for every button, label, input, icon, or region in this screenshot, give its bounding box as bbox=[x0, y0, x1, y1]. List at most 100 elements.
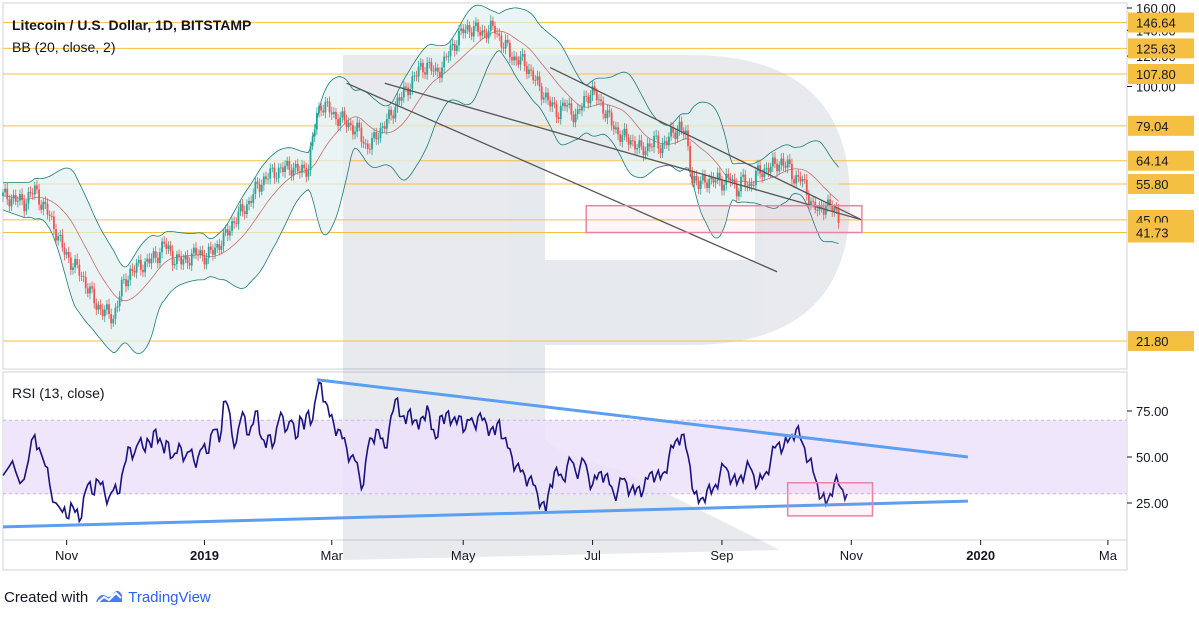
candle-body bbox=[220, 245, 223, 250]
candle-body bbox=[432, 70, 435, 72]
candle-body bbox=[383, 126, 386, 129]
bb-lower-line bbox=[2, 50, 839, 355]
candle-body bbox=[438, 71, 441, 78]
price-target-box bbox=[585, 204, 863, 234]
created-with-text: Created with bbox=[4, 588, 89, 606]
candle-body bbox=[377, 138, 380, 140]
candle-body bbox=[154, 251, 157, 258]
candle-body bbox=[146, 258, 149, 262]
candle-body bbox=[502, 47, 505, 49]
candle-body bbox=[218, 244, 221, 250]
candle-body bbox=[670, 127, 672, 137]
bb-upper-line bbox=[2, 4, 839, 268]
candle-body bbox=[69, 257, 72, 270]
candle-body bbox=[27, 191, 30, 204]
candle-body bbox=[684, 130, 687, 135]
candle-body bbox=[205, 258, 208, 265]
candle-body bbox=[619, 134, 622, 142]
candle-body bbox=[765, 167, 768, 169]
candle-body bbox=[97, 304, 100, 310]
candle-body bbox=[315, 113, 318, 130]
candle-body bbox=[648, 143, 651, 147]
chart-canvas[interactable]: 160.00140.00120.00100.00146.64125.63107.… bbox=[0, 0, 1199, 580]
candle-body bbox=[551, 102, 554, 107]
candle-body bbox=[322, 110, 325, 113]
candle-body bbox=[21, 194, 23, 201]
candle-body bbox=[447, 56, 450, 58]
candle-body bbox=[665, 141, 668, 146]
candle-body bbox=[14, 195, 17, 202]
footer: Created with TradingView bbox=[4, 586, 211, 608]
candle-body bbox=[570, 103, 573, 115]
candle-body bbox=[258, 183, 261, 192]
candle-body bbox=[38, 189, 40, 205]
candle-body bbox=[795, 175, 798, 184]
candle-body bbox=[500, 35, 503, 48]
candle-body bbox=[419, 62, 422, 67]
candle-body bbox=[581, 107, 583, 111]
candle-body bbox=[674, 132, 677, 140]
candle-body bbox=[517, 60, 520, 65]
candle-body bbox=[542, 97, 545, 100]
candle-body bbox=[748, 183, 751, 187]
candle-body bbox=[303, 164, 306, 169]
candle-body bbox=[738, 191, 740, 197]
candle-body bbox=[394, 106, 397, 119]
candle-body bbox=[646, 143, 649, 152]
candle-body bbox=[822, 207, 825, 215]
candle-body bbox=[589, 95, 592, 104]
candle-body bbox=[661, 143, 664, 154]
candle-body bbox=[617, 127, 619, 135]
rsi-tick-75.00: 75.00 bbox=[1136, 404, 1169, 419]
candle-body bbox=[672, 127, 675, 133]
candle-body bbox=[245, 204, 248, 214]
candle-body bbox=[481, 30, 484, 36]
candle-body bbox=[125, 279, 127, 287]
candle-body bbox=[120, 279, 123, 297]
time-axis bbox=[2, 539, 1128, 571]
axes: 160.00140.00120.00100.00146.64125.63107.… bbox=[55, 1, 1194, 563]
candle-body bbox=[282, 167, 284, 173]
level-label-64.14: 64.14 bbox=[1136, 154, 1169, 169]
candle-body bbox=[313, 129, 316, 137]
candle-body bbox=[72, 267, 74, 270]
candle-body bbox=[292, 167, 295, 176]
candle-body bbox=[137, 259, 140, 264]
candle-body bbox=[519, 56, 522, 65]
candle-body bbox=[718, 172, 721, 181]
rsi-indicator-label: RSI (13, close) bbox=[12, 385, 105, 401]
candle-body bbox=[610, 112, 613, 126]
candle-body bbox=[511, 57, 513, 61]
candle-body bbox=[460, 28, 462, 31]
candle-body bbox=[265, 176, 267, 180]
candle-body bbox=[812, 201, 815, 203]
candle-body bbox=[337, 119, 339, 126]
candle-body bbox=[472, 26, 475, 37]
time-tick-Jul: Jul bbox=[584, 548, 601, 563]
tradingview-brand-link[interactable]: TradingView bbox=[128, 588, 211, 606]
candle-body bbox=[12, 195, 15, 199]
candle-body bbox=[222, 232, 225, 246]
candle-body bbox=[161, 241, 163, 253]
level-label-box bbox=[1128, 12, 1194, 33]
candle-body bbox=[413, 75, 416, 77]
candle-body bbox=[453, 43, 456, 51]
candle-body bbox=[731, 179, 734, 181]
candle-body bbox=[33, 185, 36, 195]
candle-body bbox=[557, 116, 560, 119]
rsi-tick-25.00: 25.00 bbox=[1136, 496, 1169, 511]
candle-body bbox=[778, 164, 781, 172]
candle-body bbox=[623, 128, 626, 136]
candle-body bbox=[80, 275, 83, 277]
candle-body bbox=[757, 165, 759, 171]
candle-body bbox=[727, 173, 730, 178]
candle-body bbox=[46, 203, 49, 215]
candle-body bbox=[400, 97, 403, 101]
candle-body bbox=[335, 111, 337, 120]
level-label-box bbox=[1128, 222, 1194, 243]
candle-body bbox=[4, 188, 7, 193]
candle-body bbox=[708, 179, 711, 188]
candle-body bbox=[184, 255, 187, 260]
candle-body bbox=[371, 138, 373, 150]
candle-body bbox=[805, 179, 808, 195]
